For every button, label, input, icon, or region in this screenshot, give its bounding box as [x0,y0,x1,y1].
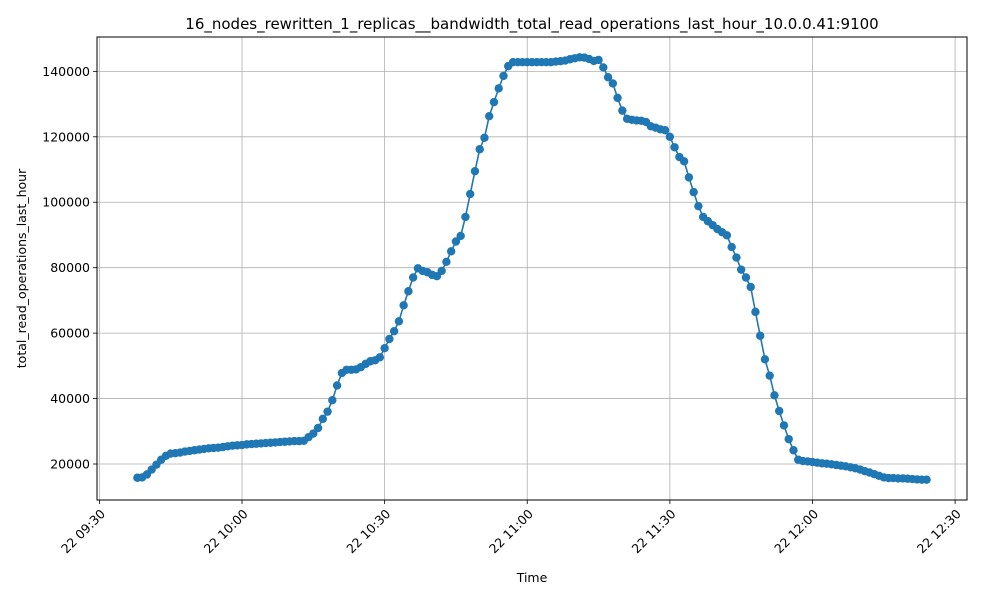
data-point [689,187,698,197]
y-tick-label: 140000 [42,64,90,79]
data-point [694,201,703,211]
data-point [756,331,765,340]
data-point [613,93,622,103]
plot-frame [96,36,968,501]
data-point [665,132,675,141]
data-point [480,133,489,142]
data-point [741,273,751,282]
data-point [437,266,446,276]
data-point [732,253,741,262]
data-point [408,273,418,282]
data-point [660,126,670,135]
y-axis-label: total_read_operations_last_hour [14,168,29,368]
data-point [760,355,770,364]
y-tick-label: 80000 [50,260,90,275]
data-point [779,421,789,430]
data-point [722,231,732,240]
data-point [727,242,736,252]
x-axis-label: Time [516,570,548,585]
grid-lines [97,37,967,500]
data-point [670,143,679,152]
data-point [599,63,608,72]
y-tick-label: 40000 [50,391,90,406]
data-point [746,282,755,292]
data-point [485,111,494,121]
data-point [399,301,408,310]
data-point [736,265,746,274]
data-point [451,237,461,246]
data-point [489,97,499,107]
data-point [318,414,328,424]
y-tick-label: 20000 [50,457,90,472]
data-point [603,73,613,82]
data-point [466,189,475,199]
data-point [332,381,342,390]
y-axis-ticks: 20000 40000 60000 80000 100000 120000 140000 [42,64,97,472]
data-point [922,475,931,484]
data-point [679,157,689,166]
data-point [394,317,404,326]
y-tick-label: 60000 [50,326,90,341]
data-point [389,326,399,336]
data-point [770,391,779,400]
data-point [475,145,484,154]
chart-title: 16_nodes_rewritten_1_replicas__bandwidth… [185,15,878,34]
data-point [618,106,627,115]
y-tick-label: 100000 [42,195,90,210]
data-point [784,434,793,444]
data-point [461,212,470,222]
data-point [380,343,389,353]
data-point [385,334,394,344]
data-point [404,287,413,296]
data-point [789,446,798,455]
data-point [323,407,332,416]
data-point [313,423,323,433]
data-point [608,79,618,88]
data-point [494,84,503,93]
y-tick-label: 120000 [42,129,90,144]
data-point [765,371,774,380]
data-point [309,429,318,438]
data-point [594,55,603,65]
data-point [684,173,694,182]
data-point [446,247,456,256]
data-point [470,166,480,176]
data-point [499,71,508,81]
data-point [456,231,465,241]
data-point [442,257,451,266]
series-points-group [133,53,931,484]
data-point [375,353,385,362]
data-point [328,396,337,405]
data-point [775,406,784,416]
data-point [751,307,760,317]
